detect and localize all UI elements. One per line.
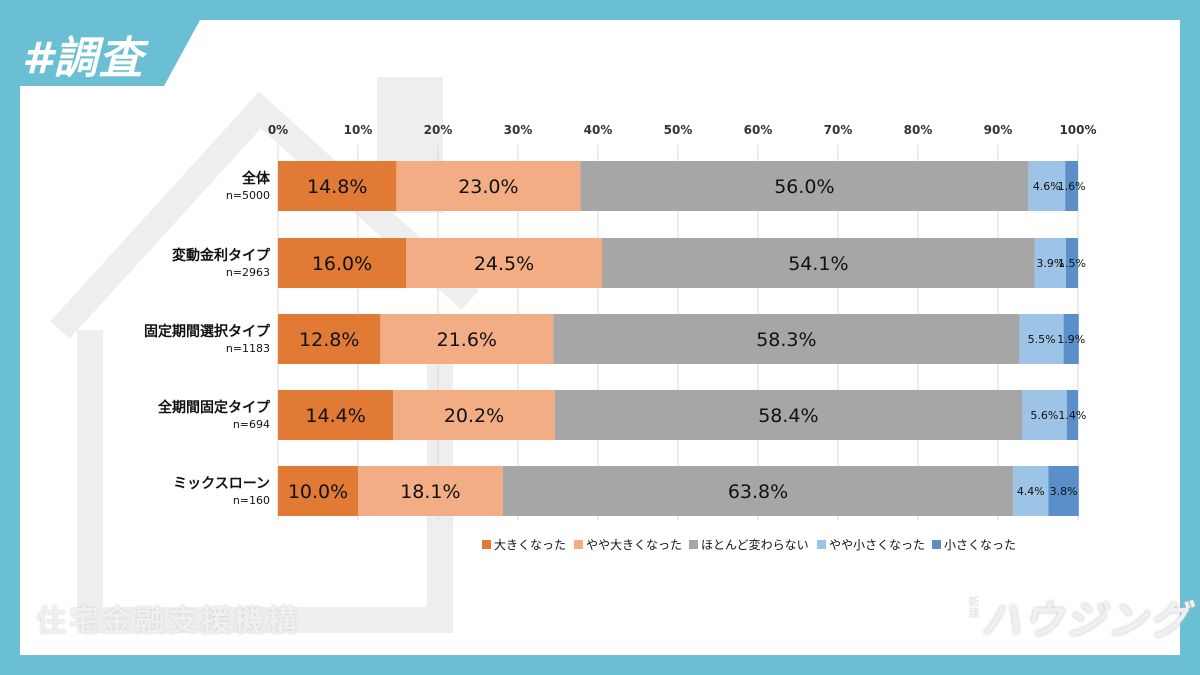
bar-segment <box>358 466 503 516</box>
data-label: 10.0% <box>288 481 348 503</box>
organization-watermark: 住宅金融支援機構 <box>36 604 300 639</box>
legend-label: 大きくなった <box>494 538 566 552</box>
bar-segment <box>553 314 1020 364</box>
category-label: ミックスローン <box>173 476 270 492</box>
bar-segment <box>1019 314 1064 364</box>
category-label: 固定期間選択タイプ <box>144 323 271 340</box>
category-tag-text: #調査 <box>22 33 144 84</box>
sample-size-label: n=2963 <box>226 266 270 279</box>
legend-swatch <box>689 540 698 549</box>
category-tag <box>0 20 200 86</box>
data-label: 12.8% <box>299 329 359 351</box>
sample-size-label: n=1183 <box>226 342 270 355</box>
data-label: 4.4% <box>1017 485 1045 498</box>
bar-segment <box>1066 390 1078 440</box>
x-tick-label: 40% <box>584 123 613 137</box>
data-label: 58.3% <box>756 329 816 351</box>
category-label: 変動金利タイプ <box>172 247 271 264</box>
sample-size-label: n=694 <box>233 418 270 431</box>
data-label: 1.4% <box>1058 409 1086 422</box>
x-tick-label: 60% <box>744 123 773 137</box>
x-tick-label: 100% <box>1059 123 1096 137</box>
data-label: 5.5% <box>1028 333 1056 346</box>
bar-segment <box>502 466 1014 516</box>
bar-segment <box>278 161 397 211</box>
bar-segment <box>1022 390 1067 440</box>
data-label: 14.4% <box>305 405 365 427</box>
x-tick-label: 50% <box>664 123 693 137</box>
data-label: 5.6% <box>1030 409 1058 422</box>
data-label: 21.6% <box>437 329 497 351</box>
bar-segment <box>406 238 602 288</box>
bar-segment <box>1063 314 1079 364</box>
category-label: 全期間固定タイプ <box>157 399 271 416</box>
legend-label: 小さくなった <box>944 538 1016 552</box>
bar-segment <box>278 466 358 516</box>
bar-segment <box>1028 161 1066 211</box>
bar-segment <box>396 161 581 211</box>
data-label: 4.6% <box>1033 180 1061 193</box>
logo: 新建 ハウジング <box>965 588 1191 646</box>
legend-swatch <box>574 540 583 549</box>
logo-prefix: 新建 <box>967 596 980 618</box>
data-label: 16.0% <box>312 253 372 275</box>
data-label: 1.5% <box>1058 257 1086 270</box>
bar-segment <box>393 390 555 440</box>
x-tick-label: 80% <box>904 123 933 137</box>
bar-segment <box>278 390 394 440</box>
data-label: 63.8% <box>728 481 788 503</box>
data-label: 14.8% <box>307 176 367 198</box>
category-label: 全体 <box>241 170 271 187</box>
logo-main: ハウジング <box>981 598 1191 644</box>
x-tick-label: 30% <box>504 123 533 137</box>
legend-label: やや小さくなった <box>829 538 925 552</box>
x-tick-label: 0% <box>268 123 288 137</box>
bar-segment <box>554 390 1022 440</box>
sample-size-label: n=160 <box>233 494 270 507</box>
data-label: 20.2% <box>444 405 504 427</box>
x-tick-label: 10% <box>344 123 373 137</box>
data-label: 18.1% <box>400 481 460 503</box>
bar-segment <box>1065 161 1078 211</box>
bar-segment <box>1066 238 1078 288</box>
bar-segment <box>580 161 1029 211</box>
bar-segment <box>1034 238 1066 288</box>
legend-swatch <box>932 540 941 549</box>
legend-label: やや大きくなった <box>586 538 682 552</box>
legend-label: ほとんど変わらない <box>701 537 809 552</box>
x-tick-label: 70% <box>824 123 853 137</box>
data-label: 58.4% <box>758 405 818 427</box>
data-label: 3.9% <box>1036 257 1064 270</box>
bar-segment <box>278 238 406 288</box>
data-label: 1.9% <box>1057 333 1085 346</box>
sample-size-label: n=5000 <box>226 189 270 202</box>
data-label: 54.1% <box>788 253 848 275</box>
bar-segment <box>278 314 381 364</box>
data-label: 23.0% <box>458 176 518 198</box>
bar-segment <box>1013 466 1049 516</box>
data-label: 24.5% <box>474 253 534 275</box>
bar-segment <box>1048 466 1079 516</box>
x-tick-label: 20% <box>424 123 453 137</box>
x-tick-label: 90% <box>984 123 1013 137</box>
bar-segment <box>602 238 1035 288</box>
data-label: 1.6% <box>1058 180 1086 193</box>
data-label: 3.8% <box>1050 485 1078 498</box>
legend-swatch <box>482 540 491 549</box>
data-label: 56.0% <box>774 176 834 198</box>
legend-swatch <box>817 540 826 549</box>
bar-segment <box>380 314 554 364</box>
